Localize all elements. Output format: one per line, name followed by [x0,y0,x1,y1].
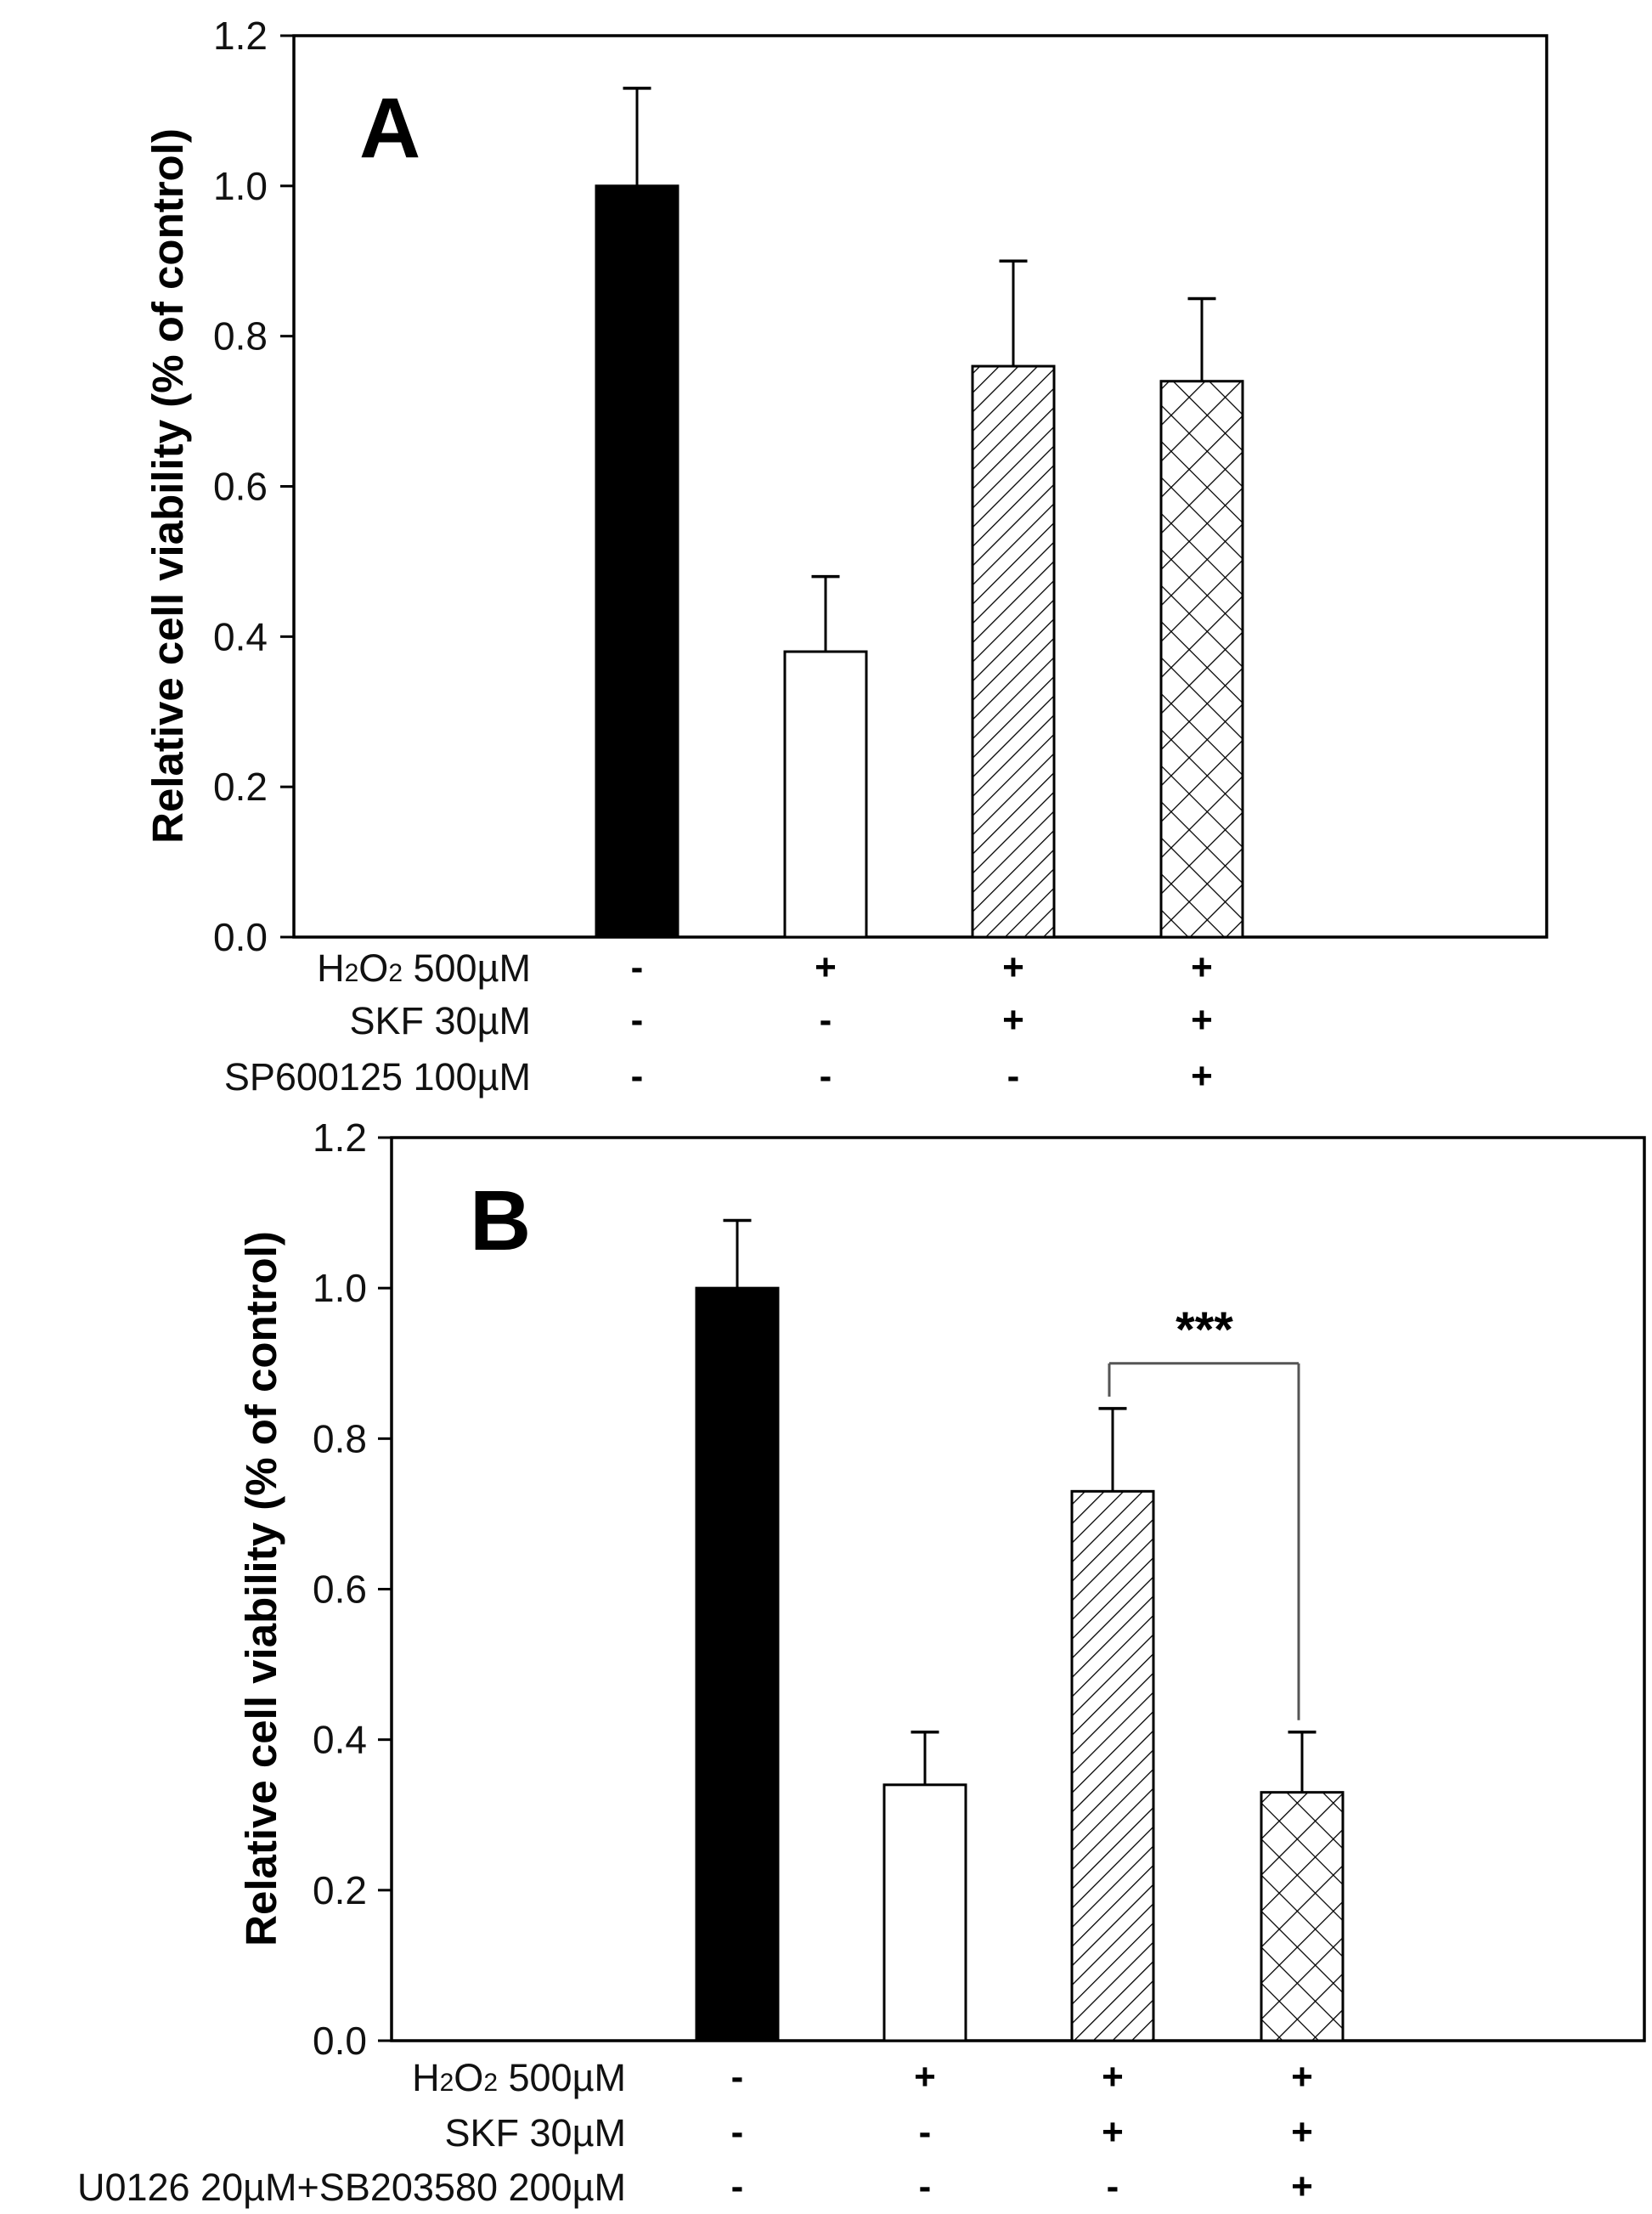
treatment-label-sp600125: SP600125 100µM [224,1055,531,1099]
plus-mark: + [1102,2111,1124,2153]
panel-letter: B [470,1173,531,1268]
y-tick-label: 1.2 [313,1115,367,1160]
plus-mark: + [1191,1055,1213,1097]
bars [595,87,1244,939]
y-axis-label: Relative cell viability (% of control) [144,128,192,844]
minus-mark: - [1007,1055,1020,1097]
plus-mark: + [1191,946,1213,988]
y-tick-label: 0.8 [213,314,268,359]
plot-frame [292,34,1548,939]
plus-mark: + [914,2056,936,2098]
panel-b: Relative cell viability (% of control) B… [77,1115,1646,2209]
bar-diagonal-hatch [971,364,1056,939]
y-axis-ticks: 0.0 0.2 0.4 0.6 0.8 1.0 1.2 [213,14,294,959]
bar-cross-hatch [1159,380,1244,939]
y-tick-label: 0.2 [313,1868,367,1912]
y-tick-label: 0.2 [213,765,268,809]
panel-letter: A [359,81,420,176]
y-tick-label: 0.4 [313,1718,367,1762]
minus-mark: - [1107,2166,1119,2207]
plus-mark: + [1291,2166,1313,2207]
plus-mark: + [1291,2111,1313,2153]
treatment-label-h2o2: H2O2 500µM [317,946,531,990]
bar-solid-black [695,1286,780,2042]
treatment-label-h2o2: H2O2 500µM [412,2056,626,2099]
bar-diagonal-hatch [1070,1489,1155,2042]
plus-mark: + [815,946,837,988]
y-tick-label: 1.2 [213,14,268,58]
treatment-table: H2O2 500µM SKF 30µM U0126 20µM+SB203580 … [77,2056,1313,2209]
plus-mark: + [1002,946,1024,988]
y-tick-label: 0.0 [213,915,268,959]
bar-cross-hatch [1260,1791,1345,2042]
y-axis-ticks: 0.0 0.2 0.4 0.6 0.8 1.0 1.2 [313,1115,392,2063]
y-tick-label: 0.6 [313,1567,367,1612]
bar-solid-black [595,184,679,939]
minus-mark: - [631,999,644,1041]
treatment-table: H2O2 500µM SKF 30µM SP600125 100µM - + + + -… [224,946,1213,1099]
y-tick-label: 0.4 [213,614,268,658]
y-tick-label: 1.0 [213,164,268,208]
minus-mark: - [731,2166,744,2207]
minus-mark: - [919,2111,932,2153]
minus-mark: - [820,1055,832,1097]
plus-mark: + [1291,2056,1313,2098]
bars [695,1218,1345,2042]
treatment-label-skf: SKF 30µM [445,2111,627,2155]
y-tick-label: 0.8 [313,1416,367,1460]
plot-frame [390,1136,1646,2042]
minus-mark: - [919,2166,932,2207]
y-tick-label: 0.0 [313,2019,367,2063]
minus-mark: - [631,946,644,988]
minus-mark: - [731,2111,744,2153]
plus-mark: + [1002,999,1024,1041]
minus-mark: - [820,999,832,1041]
plus-mark: + [1102,2056,1124,2098]
treatment-label-u0126-sb203580: U0126 20µM+SB203580 200µM [77,2166,626,2209]
minus-mark: - [731,2056,744,2098]
significance-stars: *** [1176,1302,1233,1358]
panel-a: Relative cell viability (% of control) A… [144,14,1548,1099]
y-axis-label: Relative cell viability (% of control) [237,1231,285,1946]
y-tick-label: 0.6 [213,465,268,509]
bar-white [783,650,868,939]
minus-mark: - [631,1055,644,1097]
bar-white [882,1783,967,2042]
y-tick-label: 1.0 [313,1266,367,1310]
significance-annotation: *** [1108,1302,1300,1720]
plus-mark: + [1191,999,1213,1041]
treatment-label-skf: SKF 30µM [350,999,532,1042]
